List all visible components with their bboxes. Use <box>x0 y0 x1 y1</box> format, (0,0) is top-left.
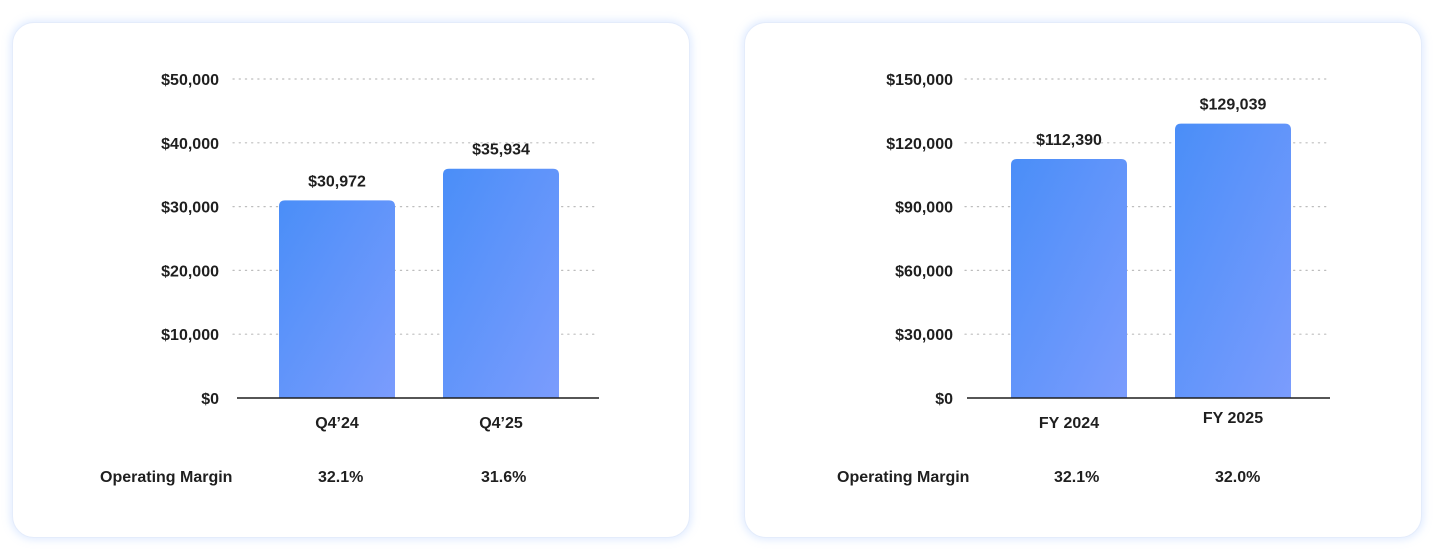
y-tick-label: $40,000 <box>161 136 219 153</box>
annual-chart: $0 $30,000 $60,000 $90,000 $120,000 $150,000 $… <box>886 72 1331 432</box>
bar <box>279 200 395 398</box>
operating-margin-label: Operating Margin <box>100 469 233 486</box>
x-tick-label: FY 2025 <box>1203 410 1263 427</box>
y-tick-label: $0 <box>935 391 953 408</box>
y-tick-label: $120,000 <box>886 136 953 153</box>
y-tick-label: $0 <box>201 391 219 408</box>
data-label: $30,972 <box>308 173 366 190</box>
y-tick-label: $150,000 <box>886 72 953 89</box>
y-tick-label: $60,000 <box>895 263 953 280</box>
y-tick-label: $30,000 <box>161 200 219 217</box>
data-label: $129,039 <box>1200 97 1267 114</box>
y-tick-label: $30,000 <box>895 327 953 344</box>
quarterly-chart: $0 $10,000 $20,000 $30,000 $40,000 $50,000 $30… <box>161 72 599 432</box>
data-label: $112,390 <box>1036 132 1102 149</box>
y-tick-label: $10,000 <box>161 327 219 344</box>
x-tick-label: Q4’25 <box>479 415 523 432</box>
operating-margin-value: 32.0% <box>1215 469 1261 486</box>
operating-margin-label: Operating Margin <box>837 469 970 486</box>
y-tick-label: $90,000 <box>895 200 953 217</box>
quarterly-chart-card: $0 $10,000 $20,000 $30,000 $40,000 $50,000 $30… <box>12 22 690 538</box>
operating-margin-value: 32.1% <box>1054 469 1100 486</box>
bar <box>1175 123 1291 398</box>
x-tick-label: Q4’24 <box>315 415 359 432</box>
y-tick-label: $50,000 <box>161 72 219 89</box>
bar <box>1011 158 1127 398</box>
operating-margin-value: 31.6% <box>481 469 527 486</box>
x-tick-label: FY 2024 <box>1039 415 1099 432</box>
data-label: $35,934 <box>472 142 530 159</box>
y-tick-label: $20,000 <box>161 263 219 280</box>
bar <box>443 168 559 398</box>
operating-margin-value: 32.1% <box>318 469 364 486</box>
annual-chart-card: $0 $30,000 $60,000 $90,000 $120,000 $150,000 $… <box>744 22 1422 538</box>
